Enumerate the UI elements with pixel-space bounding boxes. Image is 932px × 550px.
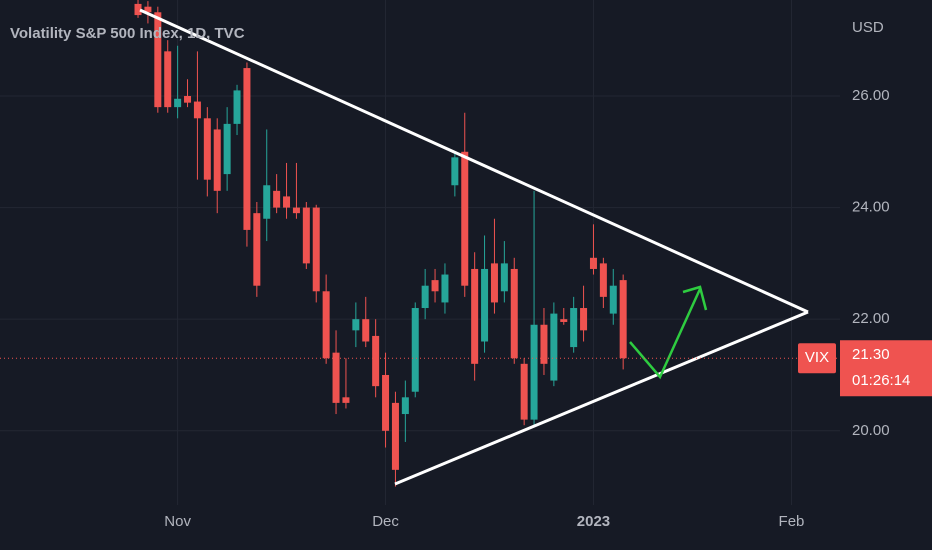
candle-body (560, 319, 568, 322)
trend-line-upper (139, 8, 809, 314)
candle-body (312, 207, 320, 292)
candle-body (292, 207, 300, 214)
candle-body (401, 397, 409, 415)
candle-body (520, 363, 528, 420)
candle-body (570, 308, 578, 348)
candle-body (500, 263, 508, 292)
candle-body (471, 268, 479, 364)
candle-body (164, 51, 172, 108)
last-price-label: 21.30 (852, 346, 890, 363)
candle-body (530, 324, 538, 420)
y-tick-label: 22.00 (852, 310, 890, 327)
candle-body (481, 268, 489, 342)
candle-body (372, 335, 380, 387)
candle-body (223, 123, 231, 175)
countdown-label: 01:26:14 (852, 372, 910, 389)
candle-body (263, 185, 271, 219)
candle-body (540, 324, 548, 364)
candle-body (441, 274, 449, 303)
y-tick-label: 20.00 (852, 422, 890, 439)
candle-body (203, 118, 211, 180)
x-tick-label: Feb (779, 513, 805, 530)
candle-body (233, 90, 241, 124)
chart-title: Volatility S&P 500 Index, 1D, TVC (10, 25, 245, 42)
price-overlay: VIX 21.30 01:26:14 (0, 340, 932, 397)
candle-body (273, 190, 281, 208)
trend-line-lower (394, 310, 809, 486)
candle-body (243, 68, 251, 230)
candle-body (322, 291, 330, 359)
currency-label: USD (852, 19, 884, 36)
candle-body (589, 257, 597, 269)
candle-body (382, 374, 390, 431)
candle-body (431, 280, 439, 292)
candles (134, 0, 627, 487)
x-tick-label: Dec (372, 513, 399, 530)
candle-body (451, 157, 459, 186)
candle-body (609, 285, 617, 314)
candle-body (144, 6, 152, 13)
symbol-label: VIX (805, 349, 829, 366)
candle-body (411, 308, 419, 392)
candle-body (213, 129, 221, 191)
y-tick-label: 26.00 (852, 87, 890, 104)
candle-body (302, 207, 310, 264)
candle-body (184, 95, 192, 103)
arrow-head (682, 285, 708, 311)
candle-body (362, 319, 370, 342)
candle-body (154, 12, 162, 108)
candle-body (490, 263, 498, 303)
candle-body (193, 101, 201, 119)
candle-body (332, 352, 340, 403)
x-tick-label: Nov (164, 513, 191, 530)
candle-body (174, 98, 182, 108)
x-tick-label: 2023 (577, 513, 610, 530)
arrow (629, 288, 702, 380)
candle-body (253, 213, 261, 286)
candle-body (550, 313, 558, 381)
candle-body (599, 263, 607, 297)
candle-body (352, 319, 360, 331)
candle-body (342, 397, 350, 403)
candle-body (619, 280, 627, 359)
candle-body (134, 3, 142, 16)
candle-body (283, 196, 291, 208)
y-tick-label: 24.00 (852, 199, 890, 216)
candle-body (391, 402, 399, 470)
candle-body (510, 268, 518, 359)
price-box (840, 340, 932, 397)
symbol-box (798, 343, 836, 374)
candle-body (461, 151, 469, 286)
candle-body (580, 308, 588, 331)
candle-body (421, 285, 429, 309)
